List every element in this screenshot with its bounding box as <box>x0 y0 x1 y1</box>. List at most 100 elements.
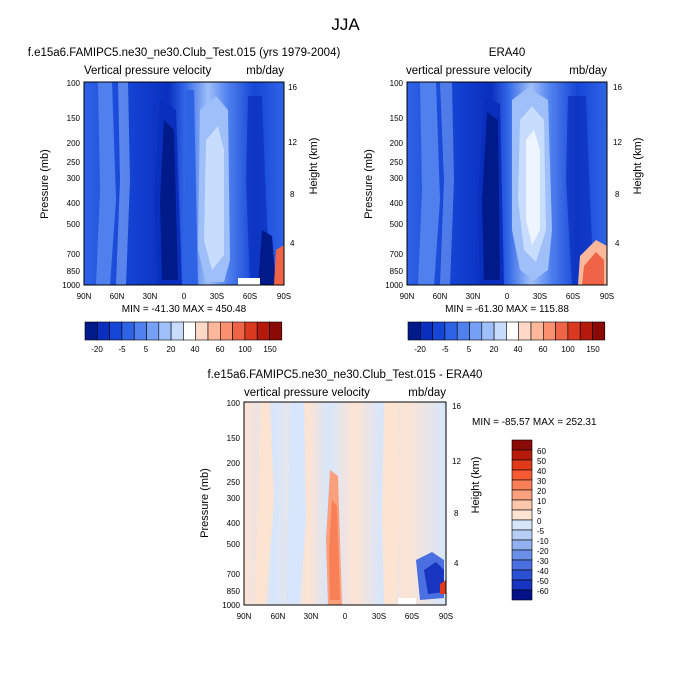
x-tick-label: 90S <box>600 292 614 301</box>
colorbar-diff: 60 50 40 30 20 10 5 0 -5 -10 -20 -30 -40… <box>511 439 549 601</box>
stats-text: MIN = -61.30 MAX = 115.88 <box>445 304 569 315</box>
colorbar-tick-label: 20 <box>167 345 176 354</box>
colorbar-swatch <box>511 469 533 481</box>
colorbar-swatch <box>444 321 458 341</box>
missing-data-patch <box>398 598 416 605</box>
contour-region <box>184 90 198 285</box>
colorbar-swatch <box>555 321 569 341</box>
height-tick-label: 12 <box>288 138 297 147</box>
colorbar-swatch <box>419 321 433 341</box>
contour-region <box>96 82 116 285</box>
y-axis-right-model: 16 12 8 4 <box>288 83 297 248</box>
colorbar-tick-label: 50 <box>537 457 546 466</box>
x-tick-label: 30S <box>372 612 386 621</box>
colorbar-swatch <box>256 321 270 341</box>
colorbar-tick-label: 40 <box>514 345 523 354</box>
x-tick-label: 60N <box>271 612 286 621</box>
colorbar-tick-label: -5 <box>118 345 126 354</box>
y-tick-label: 250 <box>227 478 241 487</box>
colorbar-swatch <box>511 569 533 581</box>
y-tick-label: 150 <box>227 434 241 443</box>
y-tick-label: 200 <box>390 139 404 148</box>
y-tick-label: 850 <box>390 267 404 276</box>
colorbar-swatch <box>195 321 209 341</box>
plot-frame <box>406 81 608 286</box>
colorbar-swatch <box>469 321 483 341</box>
colorbar-tick-label: 100 <box>238 345 252 354</box>
contour-region <box>160 120 178 280</box>
height-tick-label: 12 <box>452 457 461 466</box>
y-axis-title: Pressure (mb) <box>199 468 211 538</box>
plot-frame <box>83 81 285 286</box>
colorbar-tick-label: 5 <box>467 345 472 354</box>
plot-frame <box>243 401 447 606</box>
panel-diff-units: mb/day <box>408 387 446 399</box>
x-axis-model: 90N 60N 30N 0 30S 60S 90S <box>77 292 291 301</box>
colorbar-tick-label: 5 <box>537 507 542 516</box>
panel-era40-title: ERA40 <box>489 47 525 59</box>
colorbar-swatch <box>511 579 533 591</box>
contour-region <box>526 130 540 245</box>
colorbar-boxes <box>407 321 606 341</box>
height-tick-label: 4 <box>454 559 459 568</box>
colorbar-era40: -20 -5 5 20 40 60 100 150 <box>407 321 606 354</box>
colorbar-swatch <box>511 439 533 451</box>
stats-text: MIN = -85.57 MAX = 252.31 <box>472 417 597 428</box>
y-axis-diff: 100 150 200 250 300 400 500 700 850 1000 <box>222 399 240 610</box>
contour-region <box>382 402 400 605</box>
colorbar-tick-label: -60 <box>537 587 549 596</box>
x-tick-label: 60N <box>110 292 125 301</box>
figure-title: JJA <box>331 15 360 34</box>
panel-model-left-label: Vertical pressure velocity <box>84 65 211 77</box>
colorbar-swatch <box>133 321 147 341</box>
y-tick-label: 100 <box>390 79 404 88</box>
colorbar-tick-label: 60 <box>539 345 548 354</box>
y-tick-label: 400 <box>67 199 81 208</box>
colorbar-swatch <box>511 499 533 511</box>
y-axis-model: 100 150 200 250 300 400 500 700 850 1000 <box>62 79 80 290</box>
x-tick-label: 0 <box>505 292 510 301</box>
y-tick-label: 150 <box>390 114 404 123</box>
panel-model: f.e15a6.FAMIPC5.ne30_ne30.Club_Test.015 … <box>28 47 341 354</box>
y-tick-label: 200 <box>227 459 241 468</box>
y-tick-label: 700 <box>390 250 404 259</box>
x-tick-label: 60N <box>433 292 448 301</box>
colorbar-swatch <box>269 321 283 341</box>
x-tick-label: 90N <box>400 292 415 301</box>
colorbar-swatch <box>170 321 184 341</box>
colorbar-tick-label: -5 <box>441 345 449 354</box>
x-tick-label: 90S <box>277 292 291 301</box>
y-tick-label: 700 <box>67 250 81 259</box>
colorbar-swatch <box>592 321 606 341</box>
y-tick-label: 300 <box>227 494 241 503</box>
x-tick-label: 30N <box>466 292 481 301</box>
y-tick-label: 1000 <box>62 281 80 290</box>
colorbar-swatch <box>511 459 533 471</box>
x-axis-diff: 90N 60N 30N 0 30S 60S 90S <box>237 612 453 621</box>
y-tick-label: 850 <box>227 587 241 596</box>
height-tick-label: 4 <box>290 239 295 248</box>
colorbar-swatch <box>158 321 172 341</box>
colorbar-tick-label: 150 <box>586 345 600 354</box>
colorbar-swatch <box>97 321 110 341</box>
y-tick-label: 100 <box>227 399 241 408</box>
y-tick-label: 250 <box>67 158 81 167</box>
height-tick-label: 8 <box>615 190 620 199</box>
y-axis-era40: 100 150 200 250 300 400 500 700 850 1000 <box>385 79 403 290</box>
y-tick-label: 850 <box>67 267 81 276</box>
colorbar-boxes <box>84 321 283 341</box>
contour-region <box>258 230 276 285</box>
colorbar-swatch <box>84 321 98 341</box>
contour-region <box>329 500 340 600</box>
panel-era40: ERA40 vertical pressure velocity mb/day … <box>363 47 644 354</box>
x-tick-label: 90S <box>439 612 453 621</box>
colorbar-swatch <box>511 519 533 531</box>
y-tick-label: 400 <box>227 519 241 528</box>
contour-region <box>482 112 500 280</box>
plot-area-model <box>83 81 285 286</box>
y-tick-label: 700 <box>227 570 241 579</box>
colorbar-swatch <box>511 549 533 561</box>
colorbar-swatch <box>511 529 533 541</box>
panel-diff-left-label: vertical pressure velocity <box>244 387 370 399</box>
